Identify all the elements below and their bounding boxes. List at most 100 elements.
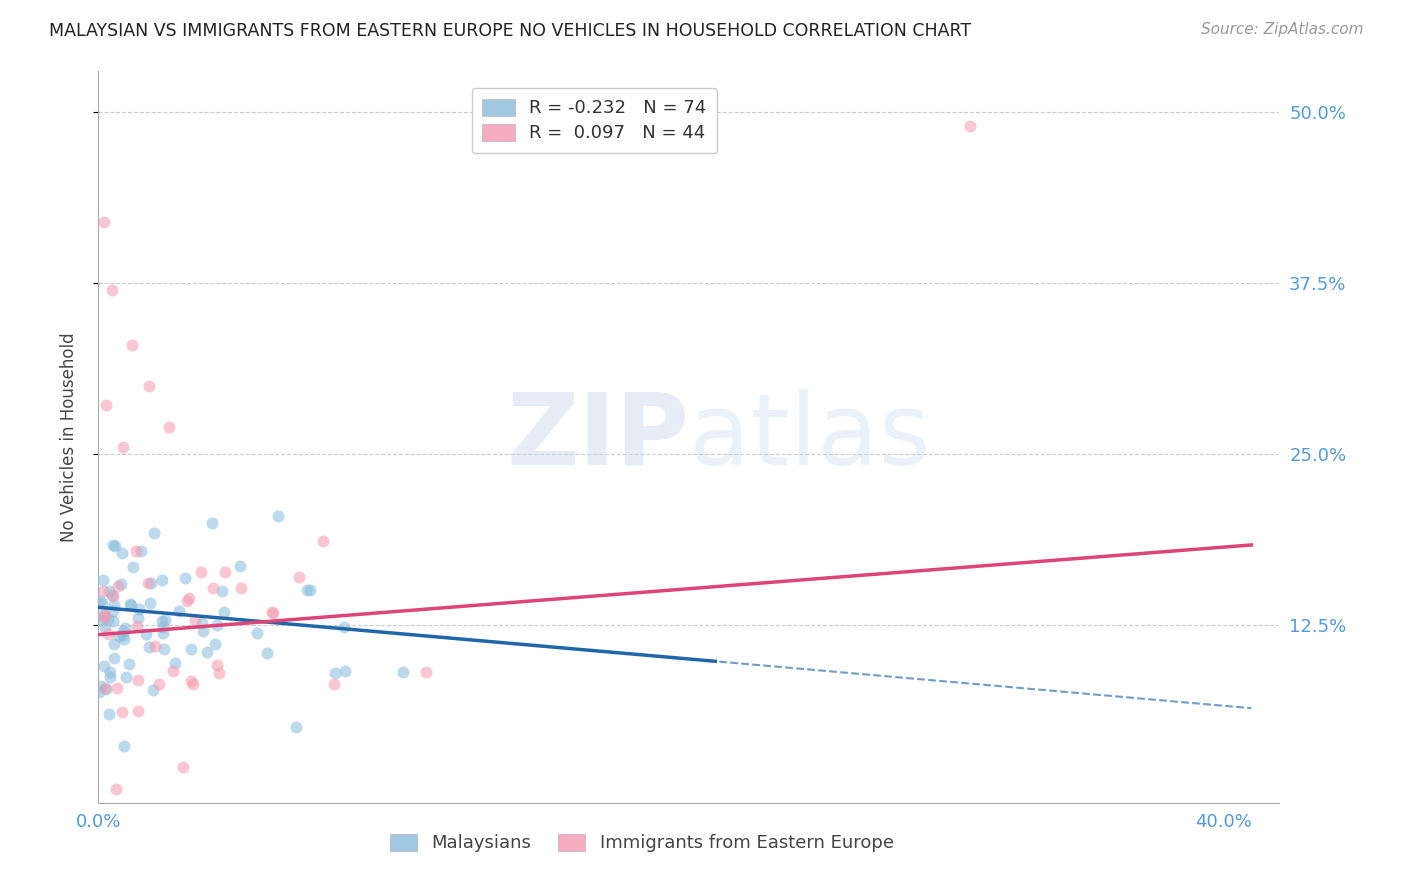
Point [101,538,124,552]
Text: atlas: atlas [689,389,931,485]
Point [90,613,112,627]
Point [204,637,226,651]
Point [93,215,115,229]
Point [90,596,112,610]
Point [142,683,165,698]
Point [212,605,235,619]
Point [127,673,149,687]
Point [193,624,215,638]
Point [112,440,135,454]
Point [139,576,162,591]
Point [114,621,136,635]
Point [415,665,437,679]
Point [162,664,184,678]
Point [97,612,120,626]
Point [98,707,121,722]
Point [98,665,121,680]
Point [115,669,138,683]
Point [111,624,134,638]
Point [184,613,207,627]
Point [152,625,174,640]
Point [94,681,117,695]
Point [94,607,117,622]
Point [127,610,149,624]
Point [96,398,118,412]
Point [91,583,114,598]
Text: ZIP: ZIP [506,389,689,485]
Point [94,621,117,635]
Point [299,583,322,598]
Point [205,618,228,632]
Point [108,630,131,644]
Point [163,657,186,671]
Point [153,642,176,657]
Point [176,594,198,608]
Point [297,583,319,598]
Point [201,516,224,531]
Point [323,676,346,690]
Point [136,575,159,590]
Point [101,589,124,603]
Point [127,619,149,633]
Point [312,533,335,548]
Point [180,673,202,688]
Point [333,664,356,678]
Point [138,640,160,654]
Point [392,665,415,679]
Point [153,613,176,627]
Point [87,685,110,699]
Point [333,620,356,634]
Point [111,627,134,641]
Point [262,606,284,620]
Point [103,598,125,612]
Point [103,651,125,665]
Point [89,594,111,608]
Point [118,657,141,672]
Legend: Malaysians, Immigrants from Eastern Europe: Malaysians, Immigrants from Eastern Euro… [382,826,901,860]
Point [103,637,125,651]
Point [111,705,134,719]
Point [174,571,197,585]
Point [959,119,981,133]
Point [262,606,284,620]
Point [211,584,233,599]
Point [177,591,200,606]
Point [229,581,252,595]
Point [207,658,229,673]
Point [120,599,142,613]
Point [143,639,166,653]
Point [152,614,174,628]
Point [122,559,145,574]
Point [112,739,135,753]
Text: MALAYSIAN VS IMMIGRANTS FROM EASTERN EUROPE NO VEHICLES IN HOUSEHOLD CORRELATION: MALAYSIAN VS IMMIGRANTS FROM EASTERN EUR… [49,22,972,40]
Point [90,679,112,693]
Point [214,565,236,579]
Point [100,588,122,602]
Point [98,584,121,599]
Point [91,573,114,587]
Point [169,604,191,618]
Point [112,632,135,647]
Point [150,573,173,587]
Point [101,604,124,618]
Point [201,581,224,595]
Point [105,681,128,695]
Point [101,283,124,297]
Text: Source: ZipAtlas.com: Source: ZipAtlas.com [1201,22,1364,37]
Point [94,681,117,696]
Point [180,642,202,657]
Point [129,544,152,558]
Point [98,669,121,683]
Point [207,665,229,680]
Point [246,626,269,640]
Point [101,614,124,628]
Point [325,665,347,680]
Point [229,558,252,573]
Point [195,645,218,659]
Point [148,677,170,691]
Point [93,659,115,673]
Point [266,509,288,524]
Point [104,539,127,553]
Point [157,420,180,434]
Point [120,597,142,611]
